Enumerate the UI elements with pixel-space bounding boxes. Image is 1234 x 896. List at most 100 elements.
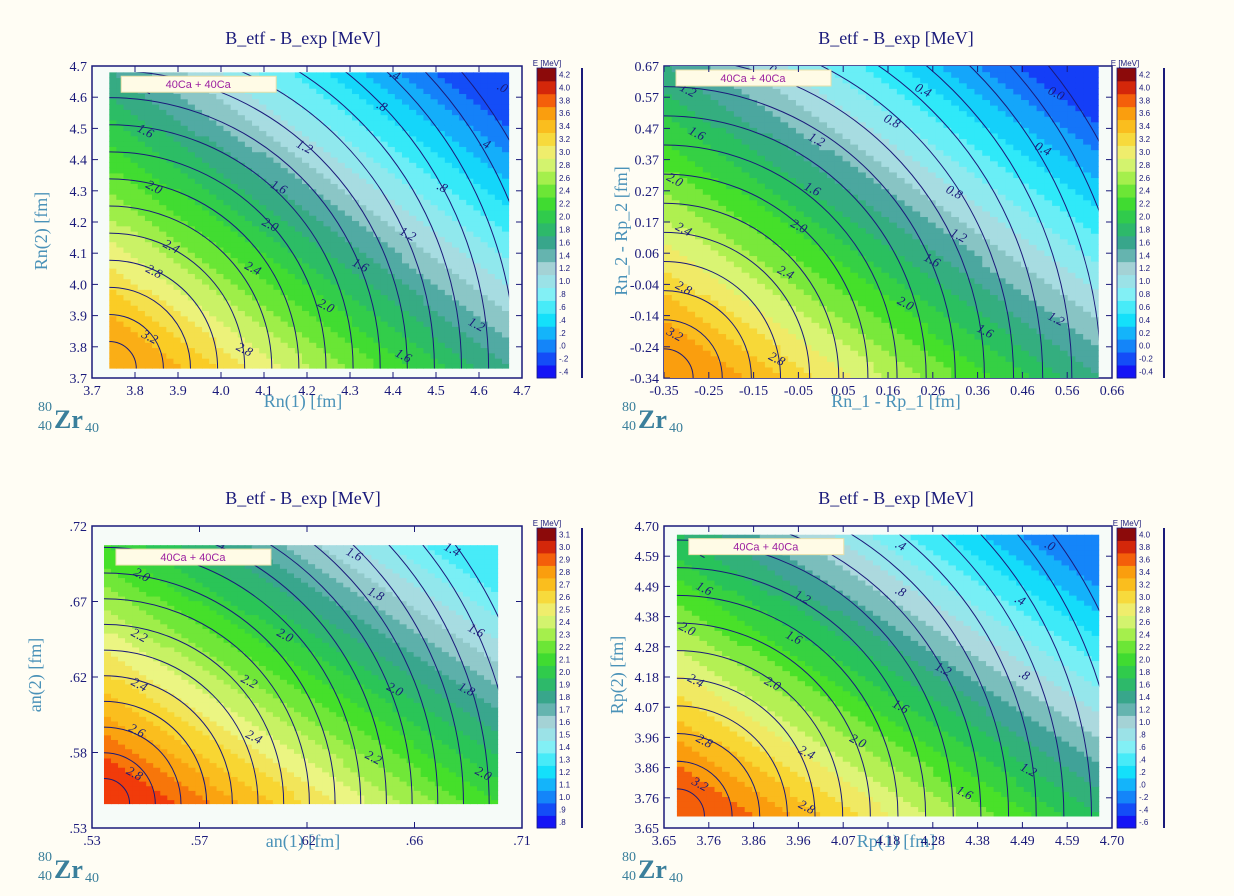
contour-cell — [209, 130, 217, 136]
contour-cell — [152, 289, 160, 295]
contour-cell — [323, 326, 331, 332]
contour-cell — [373, 72, 381, 78]
contour-cell — [843, 166, 851, 172]
contour-cell — [345, 178, 353, 184]
contour-cell — [796, 367, 804, 373]
contour-cell — [381, 215, 389, 221]
contour-cell — [788, 200, 796, 206]
contour-cell — [409, 326, 417, 332]
contour-cell — [281, 316, 289, 322]
contour-cell — [409, 289, 417, 295]
contour-cell — [331, 199, 339, 205]
contour-cell — [381, 305, 389, 311]
contour-cell — [742, 111, 750, 117]
contour-cell — [416, 236, 424, 242]
contour-cell — [231, 115, 239, 121]
contour-cell — [259, 332, 267, 338]
contour-cell — [850, 138, 858, 144]
contour-cell — [811, 300, 819, 306]
contour-cell — [481, 78, 489, 84]
contour-cell — [209, 363, 217, 369]
contour-cell — [850, 205, 858, 211]
contour-cell — [238, 205, 246, 211]
contour-cell — [109, 289, 117, 295]
contour-cell — [309, 363, 317, 369]
contour-cell — [488, 93, 496, 99]
contour-cell — [416, 173, 424, 179]
contour-cell — [734, 339, 742, 345]
contour-cell — [366, 194, 374, 200]
contour-cell — [502, 157, 510, 163]
contour-cell — [316, 178, 324, 184]
contour-cell — [316, 162, 324, 168]
contour-cell — [123, 168, 131, 174]
contour-cell — [718, 367, 726, 373]
contour-cell — [181, 115, 189, 121]
contour-cell — [695, 283, 703, 289]
contour-cell — [703, 261, 711, 267]
contour-cell — [703, 272, 711, 278]
contour-cell — [252, 130, 260, 136]
contour-cell — [749, 155, 757, 161]
contour-cell — [145, 99, 153, 105]
contour-cell — [388, 363, 396, 369]
x-tick-label: 4.5 — [427, 384, 445, 399]
contour-cell — [680, 300, 688, 306]
contour-cell — [109, 347, 117, 353]
contour-cell — [664, 88, 672, 94]
contour-cell — [116, 332, 124, 338]
contour-cell — [473, 358, 481, 364]
contour-cell — [819, 216, 827, 222]
contour-cell — [338, 332, 346, 338]
contour-cell — [687, 177, 695, 183]
contour-cell — [703, 222, 711, 228]
contour-cell — [881, 283, 889, 289]
contour-cell — [145, 252, 153, 258]
contour-cell — [166, 173, 174, 179]
contour-cell — [445, 83, 453, 89]
contour-cell — [188, 146, 196, 152]
contour-cell — [835, 116, 843, 122]
contour-cell — [711, 183, 719, 189]
contour-cell — [352, 316, 360, 322]
contour-cell — [295, 125, 303, 131]
contour-cell — [889, 166, 897, 172]
contour-cell — [416, 337, 424, 343]
contour-cell — [850, 361, 858, 367]
nucleus-label: 80 40 Zr 40 — [38, 400, 99, 436]
contour-cell — [273, 300, 281, 306]
contour-cell — [874, 244, 882, 250]
contour-cell — [718, 228, 726, 234]
contour-cell — [874, 222, 882, 228]
contour-cell — [495, 215, 503, 221]
contour-cell — [345, 205, 353, 211]
contour-cell — [138, 104, 146, 110]
contour-cell — [481, 300, 489, 306]
contour-cell — [850, 345, 858, 351]
contour-cell — [159, 284, 167, 290]
contour-cell — [309, 316, 317, 322]
contour-cell — [245, 305, 253, 311]
contour-cell — [352, 236, 360, 242]
contour-cell — [216, 136, 224, 142]
contour-cell — [726, 177, 734, 183]
contour-cell — [695, 222, 703, 228]
contour-cell — [131, 342, 139, 348]
contour-cell — [672, 200, 680, 206]
colorbar-label: 1.8 — [559, 225, 571, 234]
contour-cell — [672, 189, 680, 195]
contour-cell — [166, 220, 174, 226]
contour-cell — [445, 215, 453, 221]
contour-cell — [381, 284, 389, 290]
contour-cell — [188, 284, 196, 290]
contour-cell — [216, 236, 224, 242]
contour-cell — [366, 183, 374, 189]
contour-cell — [331, 83, 339, 89]
contour-cell — [742, 239, 750, 245]
contour-cell — [209, 358, 217, 364]
contour-cell — [835, 261, 843, 267]
contour-cell — [843, 111, 851, 117]
contour-cell — [874, 267, 882, 273]
contour-cell — [123, 104, 131, 110]
contour-cell — [373, 252, 381, 258]
